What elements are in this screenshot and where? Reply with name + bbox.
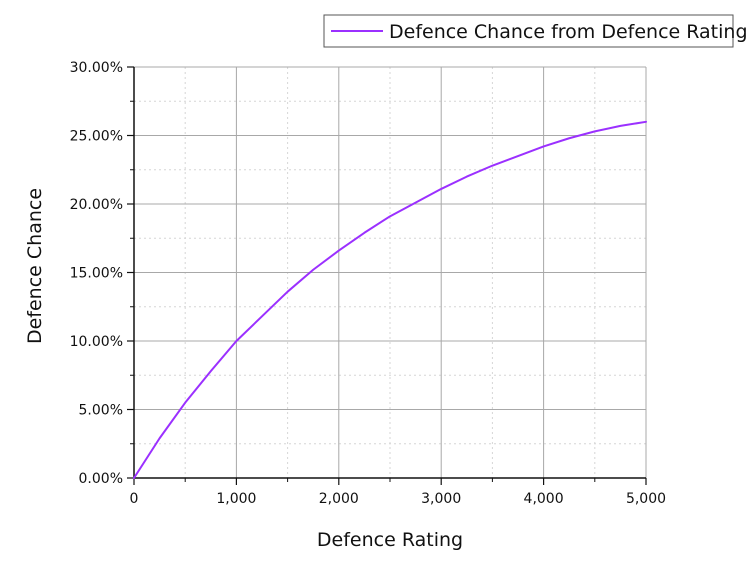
data-point <box>594 130 596 132</box>
data-point <box>312 269 314 271</box>
data-point <box>184 402 186 404</box>
data-point <box>159 437 161 439</box>
data-point <box>261 315 263 317</box>
data-point <box>466 176 468 178</box>
data-point <box>517 155 519 157</box>
y-tick-label: 0.00% <box>79 471 123 487</box>
data-point <box>619 125 621 127</box>
x-tick-label: 4,000 <box>524 491 564 507</box>
tick-labels: 0 1,000 2,000 3,000 4,000 5,000 0.00% 5.00% 10.0… <box>70 60 666 507</box>
data-point <box>210 370 212 372</box>
series-layer <box>133 120 647 479</box>
y-tick-label: 5.00% <box>79 403 123 419</box>
data-point <box>543 145 545 147</box>
x-tick-label: 0 <box>130 491 139 507</box>
y-axis-title: Defence Chance <box>24 188 46 344</box>
y-tick-label: 10.00% <box>70 334 123 350</box>
legend-label: Defence Chance from Defence Rating <box>389 21 748 43</box>
data-point <box>287 291 289 293</box>
data-point <box>415 202 417 204</box>
data-point <box>491 165 493 167</box>
data-point <box>389 215 391 217</box>
legend-box <box>323 14 734 48</box>
axes <box>127 66 647 485</box>
x-axis-title: Defence Rating <box>317 529 463 551</box>
y-tick-label: 30.00% <box>70 60 123 76</box>
y-tick-label: 25.00% <box>70 129 123 145</box>
grid <box>134 66 647 478</box>
data-point <box>363 232 365 234</box>
data-point <box>568 137 570 139</box>
y-tick-label: 20.00% <box>70 197 123 213</box>
data-point <box>338 250 340 252</box>
data-point <box>235 340 237 342</box>
x-tick-label: 1,000 <box>216 491 256 507</box>
x-tick-label: 2,000 <box>319 491 359 507</box>
data-point <box>440 188 442 190</box>
data-point <box>645 121 647 123</box>
y-tick-label: 15.00% <box>70 266 123 282</box>
x-tick-label: 3,000 <box>421 491 461 507</box>
series-line-0 <box>133 120 647 479</box>
x-tick-label: 5,000 <box>626 491 666 507</box>
legend: Defence Chance from Defence Rating <box>323 14 748 48</box>
data-point <box>133 477 135 479</box>
